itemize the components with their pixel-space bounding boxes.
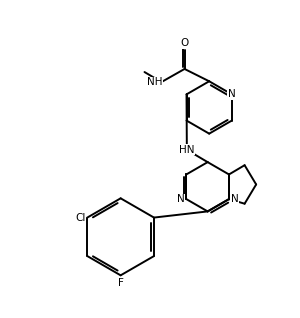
Text: O: O [180,38,189,48]
Text: HN: HN [179,145,195,155]
Text: N: N [228,89,236,99]
Text: Cl: Cl [75,212,86,223]
Text: F: F [118,278,124,287]
Text: N: N [177,194,185,204]
Text: N: N [230,194,238,204]
Text: NH: NH [147,77,162,87]
